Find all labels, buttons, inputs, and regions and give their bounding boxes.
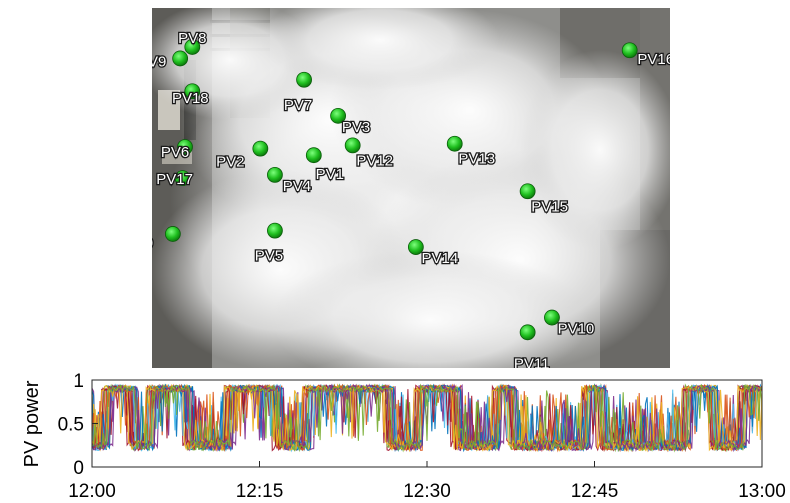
label-pv17: PV17 bbox=[156, 171, 193, 188]
label-pv15: PV15 bbox=[531, 198, 568, 215]
label-pv1: PV1 bbox=[316, 166, 344, 183]
label-pv6: PV6 bbox=[161, 144, 189, 161]
y-tick-label: 1 bbox=[73, 371, 84, 392]
x-tick-label: 13:00 bbox=[738, 481, 786, 502]
y-ticks: 00.51 bbox=[58, 371, 98, 479]
series-line bbox=[92, 383, 762, 453]
pv-power-chart: 12:00 12:15 12:30 12:45 13:00 00.51 PV power bbox=[21, 371, 786, 502]
label-pv19: PV19 bbox=[117, 235, 154, 252]
marker-pv16 bbox=[621, 42, 638, 59]
plot-lines bbox=[92, 383, 762, 453]
label-pv5: PV5 bbox=[255, 248, 283, 265]
label-pv13: PV13 bbox=[458, 151, 495, 168]
marker-pv11 bbox=[519, 324, 536, 341]
x-ticks: 12:00 12:15 12:30 12:45 13:00 bbox=[68, 461, 786, 502]
label-pv11: PV11 bbox=[514, 355, 550, 372]
y-tick-label: 0 bbox=[73, 458, 84, 479]
marker-pv9 bbox=[172, 50, 189, 67]
marker-pv7 bbox=[296, 71, 312, 88]
label-pv4: PV4 bbox=[283, 178, 311, 195]
x-tick-label: 12:00 bbox=[68, 481, 116, 502]
satellite-map: PV8 PV9 PV18 PV7 PV3 PV6 PV2 PV1 PV12 PV13 PV17 PV4… bbox=[117, 8, 674, 372]
label-pv3: PV3 bbox=[342, 119, 370, 136]
x-tick-label: 12:15 bbox=[236, 481, 284, 502]
marker-pv14 bbox=[407, 239, 424, 255]
series-line bbox=[92, 383, 762, 453]
x-tick-label: 12:30 bbox=[403, 481, 451, 502]
marker-pv6 bbox=[177, 139, 193, 155]
marker-pv17 bbox=[174, 170, 191, 187]
marker-pv8 bbox=[184, 39, 201, 55]
marker-pv13 bbox=[446, 135, 463, 152]
label-pv10: PV10 bbox=[558, 321, 595, 338]
marker-pv1 bbox=[305, 147, 322, 164]
marker-pv10 bbox=[544, 309, 560, 326]
marker-pv12 bbox=[344, 137, 361, 154]
label-pv2: PV2 bbox=[216, 154, 244, 171]
marker-pv3 bbox=[330, 107, 347, 124]
y-tick-label: 0.5 bbox=[58, 415, 84, 436]
marker-pv2 bbox=[252, 140, 269, 157]
marker-pv5 bbox=[267, 222, 283, 239]
label-pv8: PV8 bbox=[178, 30, 206, 47]
label-pv9: PV9 bbox=[138, 53, 166, 70]
pv-site-markers: PV8 PV9 PV18 PV7 PV3 PV6 PV2 PV1 PV12 PV13 PV17 PV4… bbox=[117, 29, 674, 372]
marker-pv4 bbox=[267, 166, 283, 183]
label-pv14: PV14 bbox=[422, 250, 459, 267]
marker-pv18 bbox=[184, 83, 201, 100]
label-pv18: PV18 bbox=[172, 90, 209, 107]
label-pv7: PV7 bbox=[284, 97, 312, 114]
label-pv16: PV16 bbox=[637, 51, 674, 68]
x-tick-label: 12:45 bbox=[571, 481, 619, 502]
marker-pv19 bbox=[164, 226, 181, 242]
label-pv12: PV12 bbox=[356, 152, 393, 169]
cloud-layer bbox=[152, 8, 670, 368]
marker-pv15 bbox=[519, 183, 536, 200]
y-axis-title: PV power bbox=[21, 380, 43, 467]
